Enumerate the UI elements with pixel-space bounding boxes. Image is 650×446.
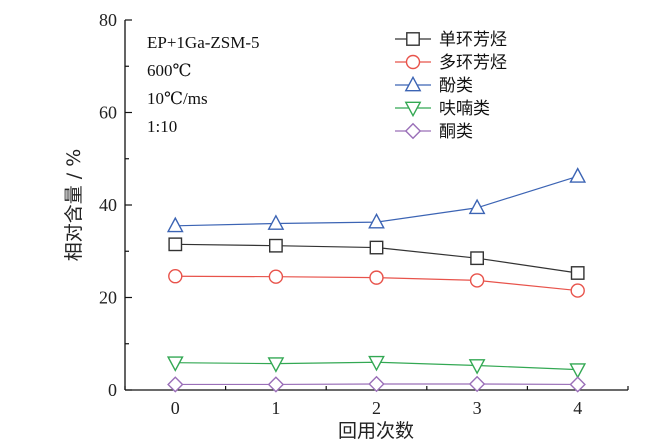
data-point [269, 238, 283, 253]
x-axis-title: 回用次数 [338, 420, 414, 442]
legend-item: 酮类 [395, 122, 473, 142]
legend-marker [404, 75, 422, 92]
y-axis-title: 相对含量 / % [63, 149, 85, 262]
annotation-ratio: 1:10 [147, 117, 177, 136]
ticks: 0 20 40 60 80 0 1 2 3 4 [99, 10, 629, 418]
series-circle [168, 269, 585, 298]
annotation-heating-rate: 10℃/ms [147, 89, 208, 108]
legend-marker [406, 32, 420, 46]
x-tick-label: 4 [573, 398, 582, 418]
y-tick-label: 20 [99, 288, 117, 308]
legend-marker [404, 122, 422, 140]
data-point [268, 269, 284, 284]
legend-marker [405, 54, 421, 70]
y-tick-label: 40 [99, 195, 117, 215]
y-tick-label: 60 [99, 103, 117, 123]
legend-item: 多环芳烃 [395, 53, 507, 73]
data-point [267, 357, 285, 373]
annotations: EP+1Ga-ZSM-5 600℃ 10℃/ms 1:10 [147, 33, 260, 136]
data-point [468, 198, 486, 215]
series-layer [166, 167, 587, 393]
data-point [570, 283, 585, 298]
legend-label: 多环芳烃 [439, 53, 507, 73]
data-point [166, 216, 184, 233]
annotation-catalyst: EP+1Ga-ZSM-5 [147, 33, 260, 52]
x-tick-label: 1 [271, 398, 280, 418]
series-square [168, 237, 585, 280]
data-point [267, 376, 285, 393]
data-point [368, 375, 385, 393]
data-point [569, 363, 587, 379]
data-point [167, 376, 184, 393]
data-point [469, 273, 485, 288]
data-point [569, 376, 586, 393]
legend-item: 酚类 [395, 75, 473, 96]
legend-marker [404, 101, 422, 118]
data-point [168, 237, 183, 252]
legend-label: 酚类 [439, 76, 473, 96]
legend-label: 酮类 [439, 122, 473, 142]
series-triangle-up [166, 167, 587, 233]
x-tick-label: 0 [171, 398, 180, 418]
data-point [570, 266, 585, 280]
series-triangle-down [166, 355, 587, 379]
y-tick-label: 80 [99, 10, 117, 30]
x-tick-label: 3 [473, 398, 482, 418]
data-point [368, 355, 385, 372]
annotation-temperature: 600℃ [147, 61, 192, 80]
data-point [470, 251, 484, 266]
legend-item: 呋喃类 [395, 99, 490, 119]
data-point [369, 240, 384, 255]
legend-item: 单环芳烃 [395, 30, 507, 50]
series-diamond [167, 375, 586, 393]
data-point [369, 270, 384, 285]
data-point [569, 167, 587, 183]
x-tick-label: 2 [372, 398, 381, 418]
data-point [368, 212, 385, 229]
data-point [267, 214, 285, 230]
y-tick-label: 0 [108, 380, 117, 400]
data-point [166, 356, 184, 372]
axes [124, 20, 628, 391]
data-point [468, 375, 486, 393]
data-point [168, 269, 183, 284]
data-point [468, 359, 486, 375]
legend-label: 呋喃类 [439, 99, 490, 119]
legend-label: 单环芳烃 [439, 30, 507, 50]
